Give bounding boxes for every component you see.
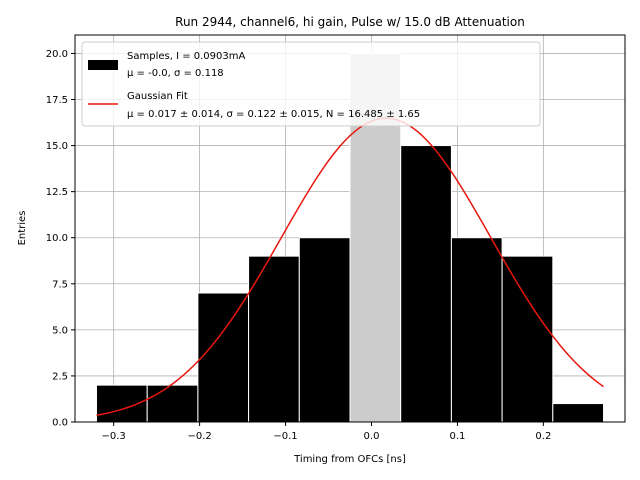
histogram-bar <box>298 237 351 423</box>
histogram-bar <box>552 403 605 423</box>
x-axis-label: Timing from OFCs [ns] <box>293 454 406 465</box>
legend-fit-stats: μ = 0.017 ± 0.014, σ = 0.122 ± 0.015, N … <box>127 109 420 120</box>
y-tick-label: 17.5 <box>46 95 68 106</box>
y-axis-ticks: 0.0 2.5 5.0 7.5 10.0 12.5 15.0 17.5 20.0 <box>46 49 75 429</box>
y-tick-label: 15.0 <box>46 141 68 152</box>
legend-box <box>81 41 541 127</box>
histogram-bar <box>400 145 452 423</box>
legend-samples-label: Samples, I = 0.0903mA <box>127 51 245 62</box>
x-tick-label: 0.1 <box>449 431 465 442</box>
y-tick-label: 2.5 <box>52 371 68 382</box>
x-tick-label: −0.2 <box>187 431 211 442</box>
y-tick-label: 12.5 <box>46 187 68 198</box>
y-tick-label: 7.5 <box>52 279 68 290</box>
legend-samples-stats: μ = -0.0, σ = 0.118 <box>127 68 224 79</box>
y-tick-label: 0.0 <box>52 418 68 429</box>
y-tick-label: 5.0 <box>52 325 68 336</box>
x-tick-label: 0.0 <box>364 431 380 442</box>
x-tick-label: −0.3 <box>102 431 126 442</box>
plot-frame <box>74 34 626 423</box>
histogram-bar <box>146 384 199 423</box>
histogram-bar <box>197 292 250 423</box>
y-tick-label: 10.0 <box>46 233 68 244</box>
legend-fit-label: Gaussian Fit <box>127 91 188 102</box>
x-axis-ticks: −0.3 −0.2 −0.1 0.0 0.1 0.2 <box>102 422 551 442</box>
gaussian-fit-curve <box>96 117 604 417</box>
chart-title: Run 2944, channel6, hi gain, Pulse w/ 15… <box>175 15 525 29</box>
legend: Samples, I = 0.0903mA μ = -0.0, σ = 0.11… <box>81 41 541 127</box>
histogram-bar <box>501 255 554 423</box>
y-axis-label: Entries <box>17 211 28 246</box>
histogram-bar <box>450 237 503 423</box>
legend-samples-patch <box>88 60 118 70</box>
histogram-bar <box>248 255 300 423</box>
y-tick-label: 20.0 <box>46 49 68 60</box>
x-tick-label: 0.2 <box>535 431 551 442</box>
x-tick-label: −0.1 <box>273 431 297 442</box>
